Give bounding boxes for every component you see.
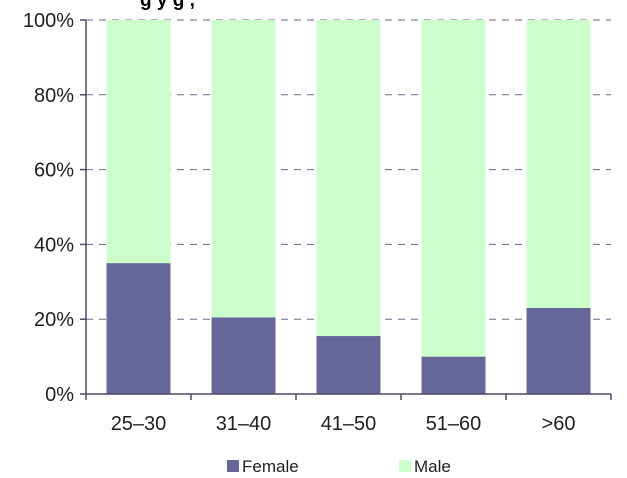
- x-tick-label: 41–50: [321, 413, 377, 435]
- x-tick-label: >60: [542, 413, 576, 435]
- x-tick-label: 31–40: [216, 413, 272, 435]
- axes: [85, 20, 611, 395]
- legend-swatch-female: [227, 460, 239, 472]
- chart-title-partial: g y g ,: [140, 0, 195, 11]
- bar-female-2: [316, 336, 381, 394]
- y-tick-label: 40%: [34, 234, 74, 256]
- y-tick-label: 80%: [34, 85, 74, 107]
- y-tick-label: 60%: [34, 160, 74, 182]
- bar-male-0: [106, 20, 171, 264]
- bar-female-3: [421, 356, 486, 394]
- legend-swatch-male: [399, 460, 411, 472]
- x-tick-label: 51–60: [426, 413, 482, 435]
- legend: Female Male: [227, 457, 451, 476]
- bar-female-4: [526, 307, 591, 394]
- bar-male-3: [421, 20, 486, 357]
- y-tick-label: 20%: [34, 309, 74, 331]
- legend-label-male: Male: [414, 457, 451, 476]
- bar-female-1: [211, 317, 276, 394]
- bar-male-4: [526, 20, 591, 308]
- y-axis-ticks: 0% 20% 40% 60% 80% 100%: [23, 10, 86, 406]
- x-tick-label: 25–30: [111, 413, 167, 435]
- bars: [106, 20, 591, 394]
- legend-label-female: Female: [242, 457, 299, 476]
- bar-male-2: [316, 20, 381, 337]
- x-axis-ticks: 25–30 31–40 41–50 51–60 >60: [85, 394, 612, 435]
- y-tick-label: 100%: [23, 10, 74, 32]
- bar-female-0: [106, 263, 171, 394]
- bar-male-1: [211, 20, 276, 318]
- y-tick-label: 0%: [45, 384, 74, 406]
